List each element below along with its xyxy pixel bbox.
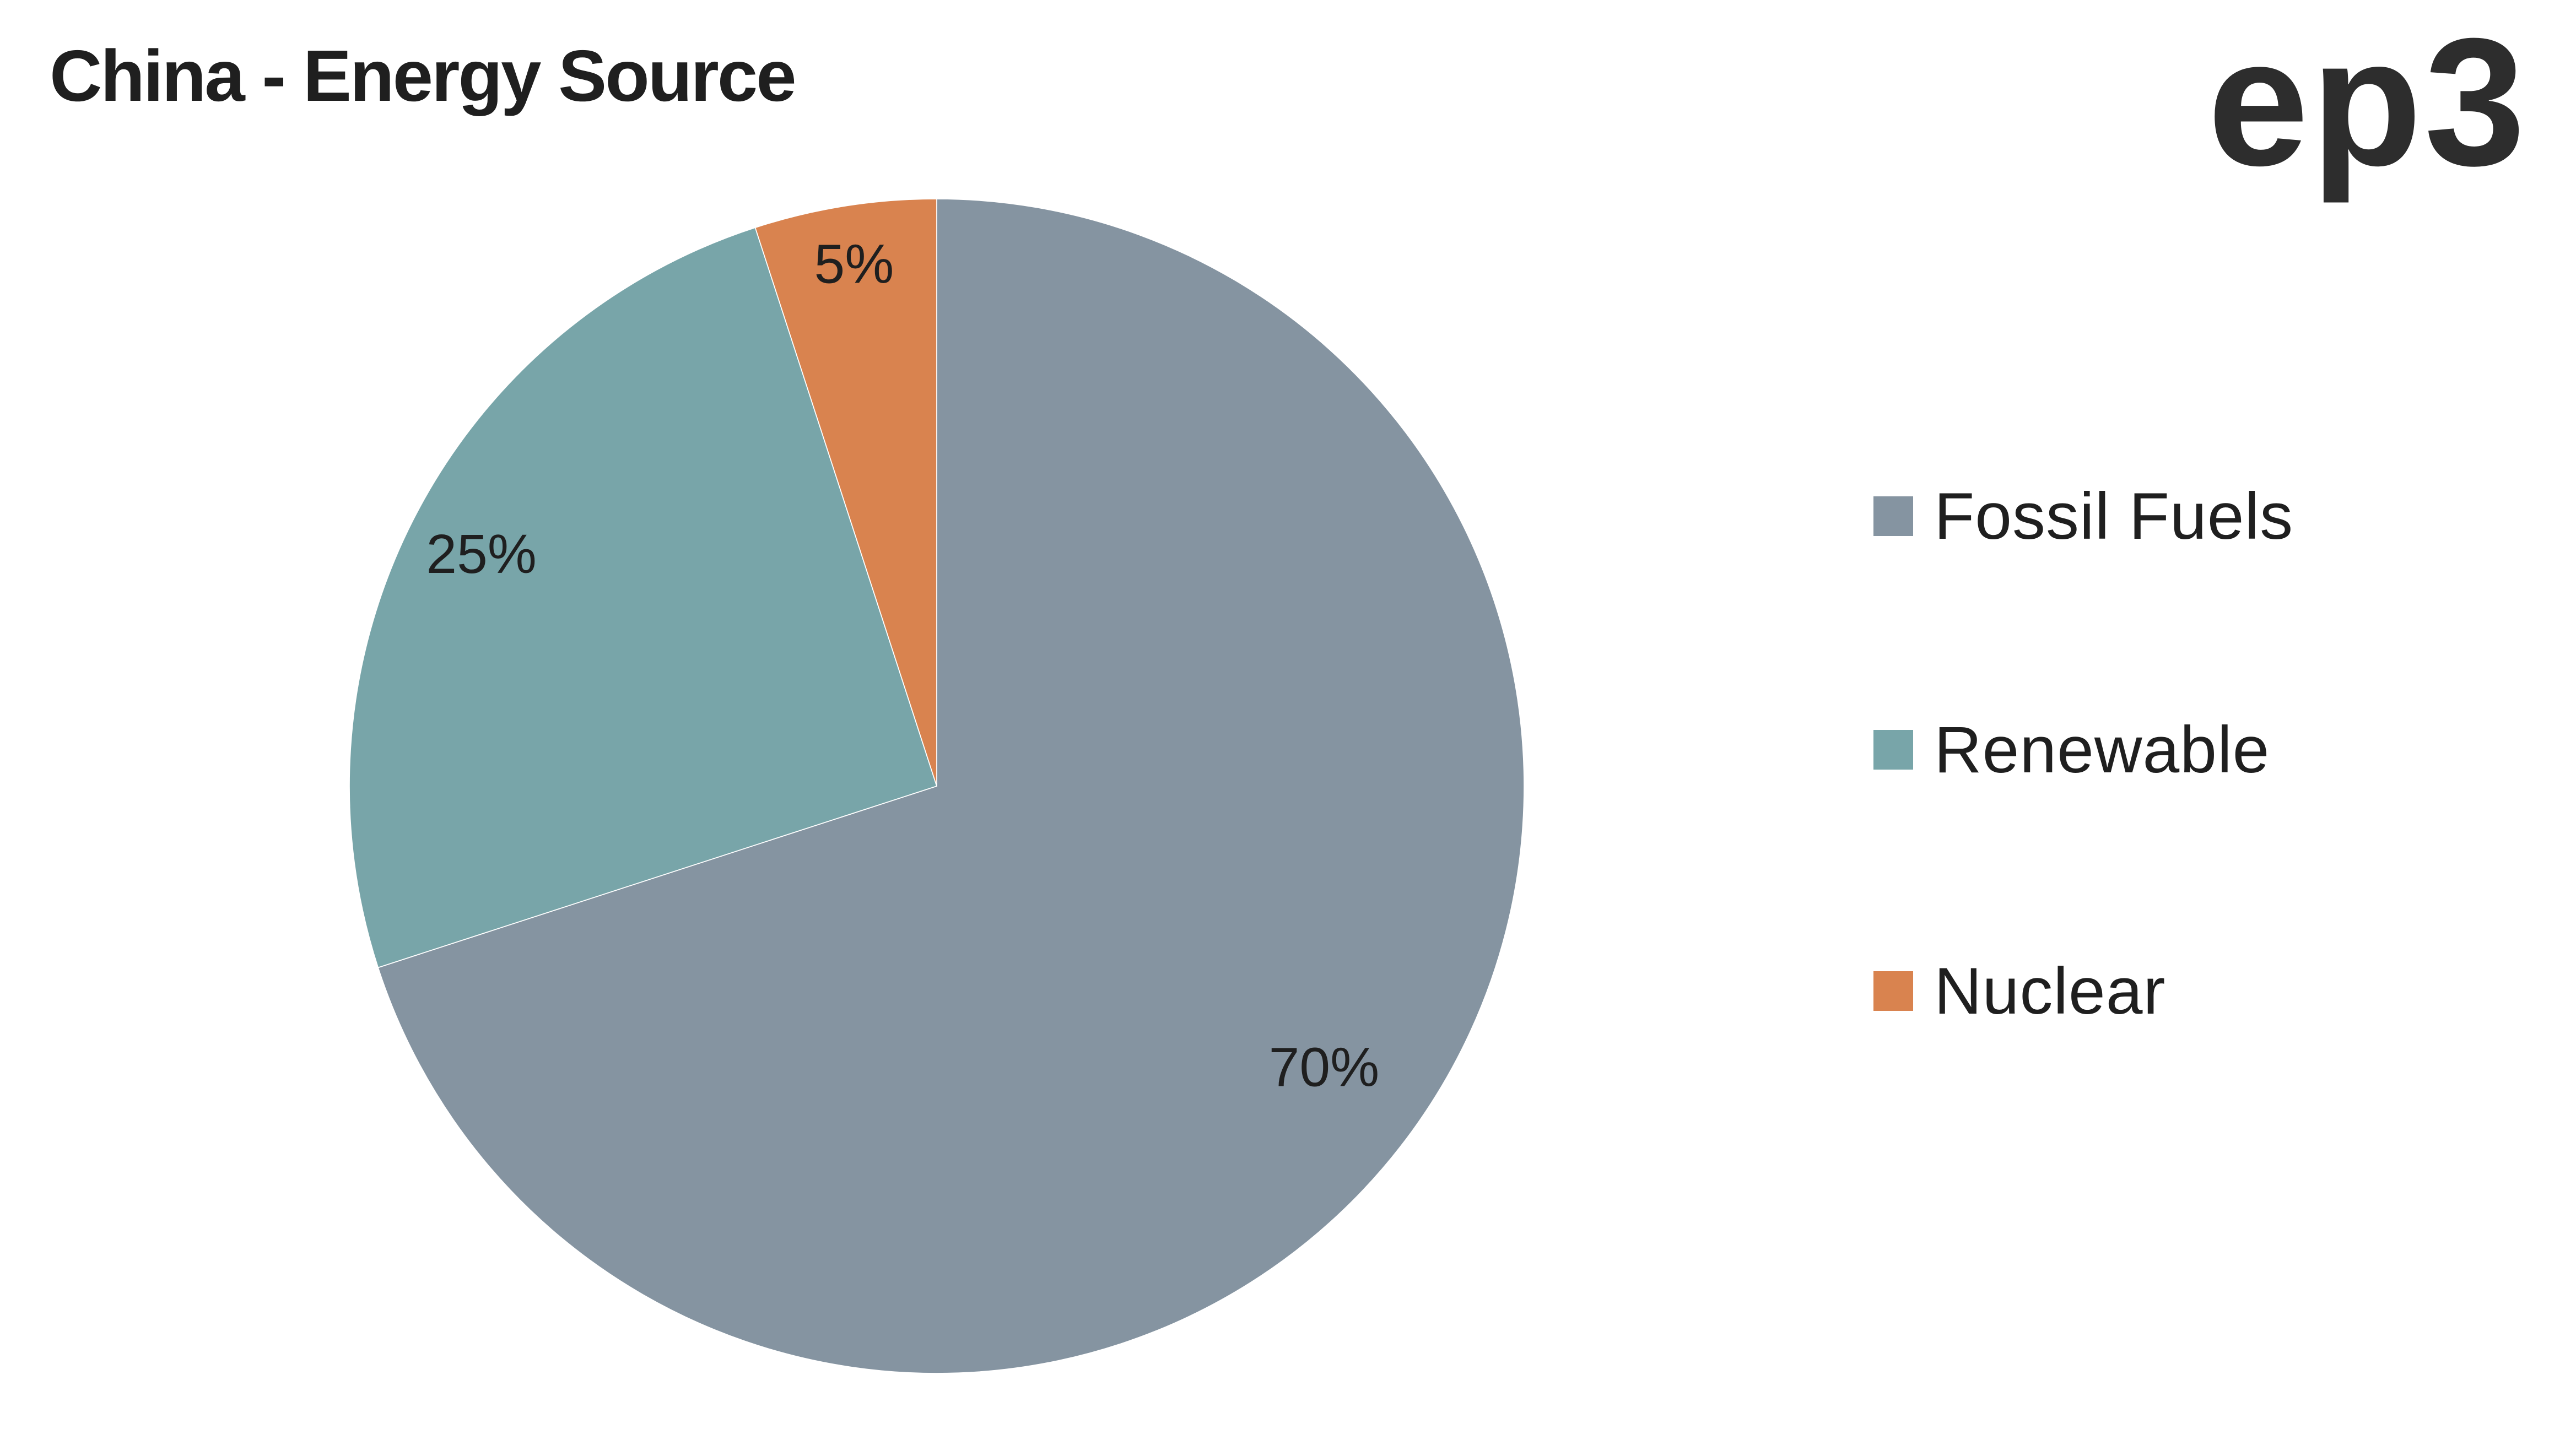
legend-label-renewable: Renewable bbox=[1934, 713, 2270, 787]
legend-item-nuclear: Nuclear bbox=[1873, 950, 2166, 1032]
pie-label-nuclear: 5% bbox=[814, 233, 894, 295]
legend-label-nuclear: Nuclear bbox=[1934, 954, 2166, 1028]
legend-label-fossil-fuels: Fossil Fuels bbox=[1934, 479, 2294, 553]
legend-item-fossil-fuels: Fossil Fuels bbox=[1873, 475, 2293, 557]
legend-swatch-renewable-icon bbox=[1873, 730, 1913, 770]
legend-swatch-nuclear-icon bbox=[1873, 971, 1913, 1011]
legend-item-renewable: Renewable bbox=[1873, 708, 2270, 791]
legend-swatch-fossil-fuels-icon bbox=[1873, 496, 1913, 536]
pie-label-fossil-fuels: 70% bbox=[1269, 1037, 1380, 1098]
pie-label-renewable: 25% bbox=[426, 523, 537, 585]
pie-slice-nuclear bbox=[754, 199, 937, 787]
pie-slice-renewable bbox=[349, 227, 938, 968]
pie-chart: 70% 25% 5% bbox=[349, 199, 1524, 1373]
ep3-logo: ep3 bbox=[2207, 0, 2528, 203]
pie-slice-fossil-fuels bbox=[377, 199, 1524, 1373]
page-title: China - Energy Source bbox=[50, 35, 797, 116]
